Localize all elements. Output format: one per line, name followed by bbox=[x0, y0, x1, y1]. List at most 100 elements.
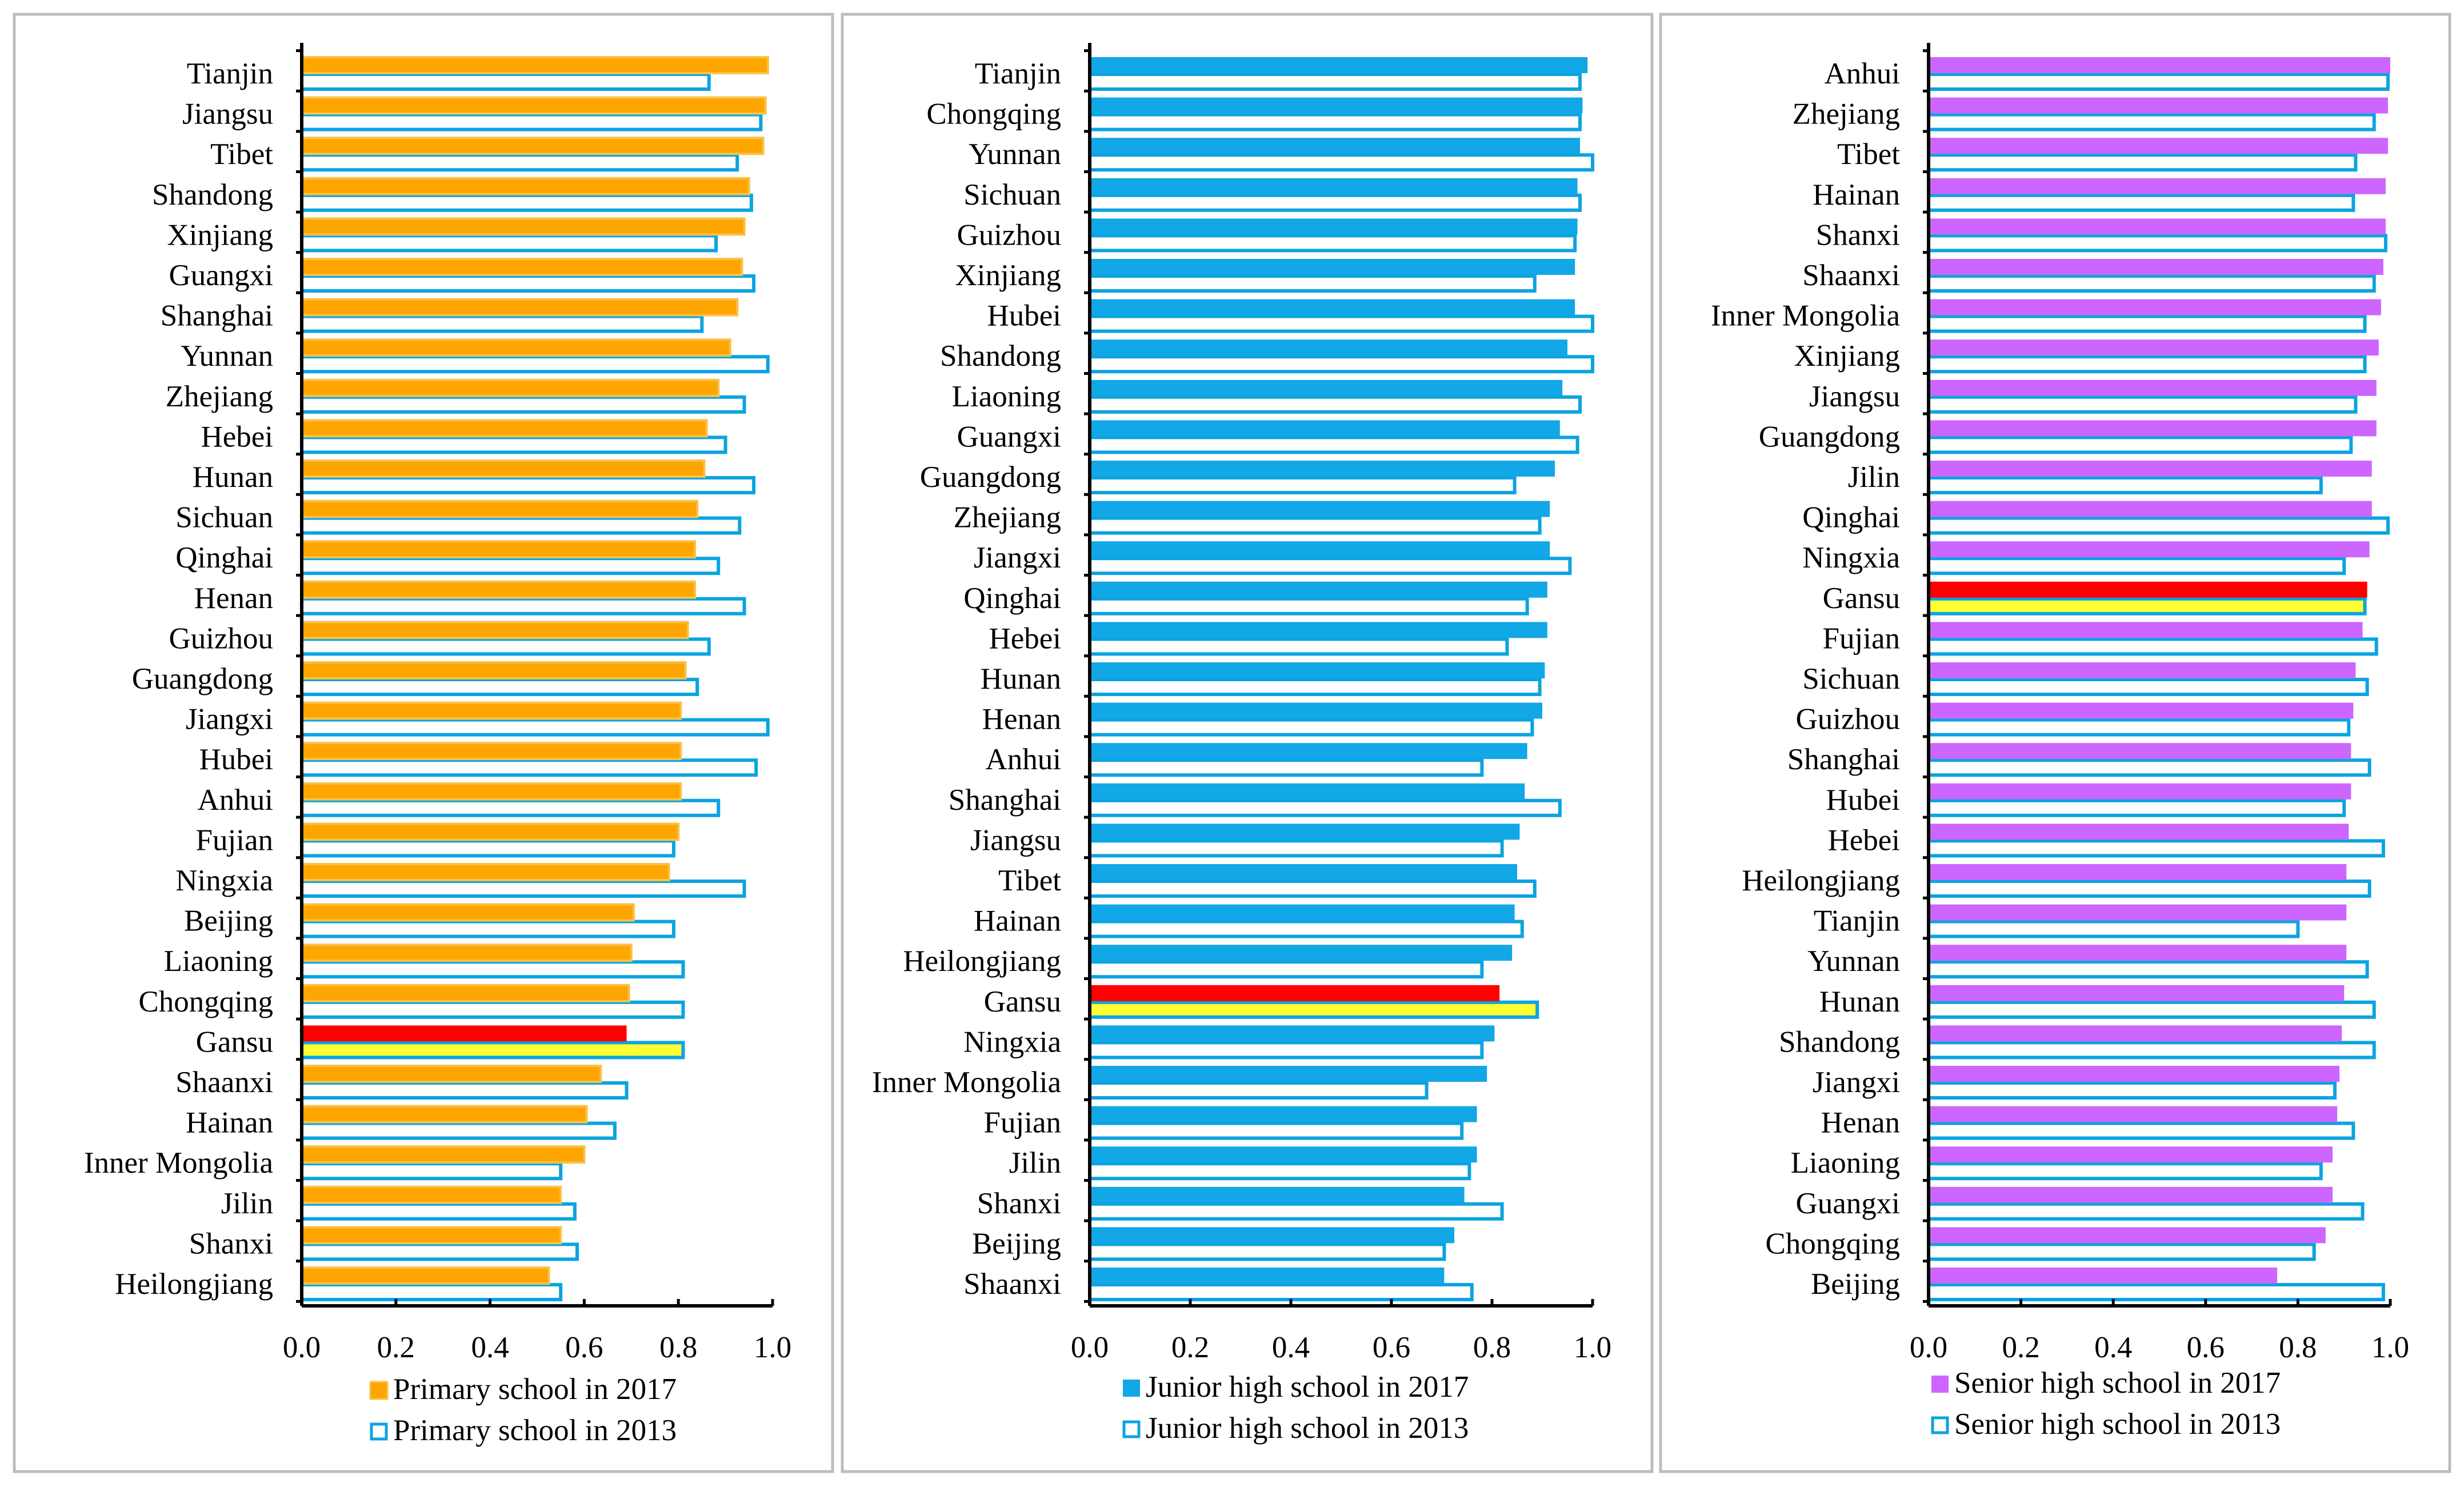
bar-2013-shanghai bbox=[1088, 798, 1562, 817]
bar-2017-jilin bbox=[1929, 461, 2372, 477]
category-label: Hebei bbox=[1827, 824, 1900, 857]
bar-2013-tibet bbox=[1088, 880, 1537, 898]
category-label: Fujian bbox=[1823, 622, 1900, 655]
bar-2017-chongqing bbox=[1090, 97, 1583, 114]
bar-2013-ningxia bbox=[1927, 557, 2346, 575]
category-label: Sichuan bbox=[963, 178, 1061, 211]
bar-2017-gansu bbox=[302, 1025, 627, 1042]
bar-2017-shanghai bbox=[301, 298, 739, 317]
category-label: Hainan bbox=[974, 905, 1061, 938]
category-label: Chongqing bbox=[138, 985, 273, 1018]
bar-2013-inner-mongolia bbox=[1927, 314, 2367, 333]
category-label: Heilongjiang bbox=[115, 1268, 273, 1301]
bar-2017-hubei bbox=[301, 742, 682, 761]
bar-2013-chongqing bbox=[300, 1000, 685, 1019]
category-label: Henan bbox=[1821, 1106, 1900, 1140]
category-label: Guangxi bbox=[957, 420, 1061, 453]
bar-2013-henan bbox=[1088, 718, 1534, 737]
bar-2013-jiangxi bbox=[1927, 1081, 2337, 1100]
bar-2017-zhejiang bbox=[1090, 501, 1550, 517]
category-label: Inner Mongolia bbox=[872, 1066, 1061, 1099]
category-label: Liaoning bbox=[1791, 1146, 1900, 1180]
bar-2013-hainan bbox=[1927, 193, 2355, 212]
x-tick-label: 0.0 bbox=[1071, 1331, 1109, 1364]
bar-2013-hebei bbox=[300, 435, 727, 454]
category-label: Liaoning bbox=[164, 945, 273, 978]
category-label: Beijing bbox=[1811, 1268, 1900, 1301]
bar-2017-heilongjiang bbox=[1090, 945, 1513, 961]
legend-label-2013: Junior high school in 2013 bbox=[1146, 1412, 1469, 1445]
category-label: Anhui bbox=[198, 784, 274, 817]
bar-2017-guangdong bbox=[1090, 461, 1555, 477]
category-label: Guangdong bbox=[132, 662, 273, 695]
category-label: Shanghai bbox=[949, 784, 1061, 817]
x-tick-label: 0.2 bbox=[2002, 1331, 2039, 1364]
x-tick-label: 0.2 bbox=[377, 1331, 415, 1364]
bar-2017-anhui bbox=[301, 782, 682, 801]
category-label: Shaanxi bbox=[1802, 259, 1900, 292]
bar-2013-fujian bbox=[300, 839, 675, 858]
category-label: Anhui bbox=[1825, 57, 1901, 90]
bar-2013-jilin bbox=[1927, 476, 2323, 494]
bar-2013-hunan bbox=[1927, 1000, 2376, 1019]
bar-2013-gansu bbox=[1088, 1000, 1539, 1019]
bar-2013-chongqing bbox=[1927, 1242, 2316, 1261]
bar-2013-qinghai bbox=[300, 557, 721, 575]
category-label: Shandong bbox=[1779, 1025, 1900, 1058]
bar-2013-qinghai bbox=[1927, 516, 2390, 535]
bar-2013-xinjiang bbox=[300, 234, 718, 253]
category-label: Gansu bbox=[1823, 582, 1900, 615]
bar-2013-sichuan bbox=[1927, 678, 2369, 696]
category-label: Shanghai bbox=[161, 299, 273, 333]
bar-2017-jiangxi bbox=[1929, 1066, 2340, 1082]
bar-2017-henan bbox=[1090, 702, 1542, 719]
bar-2017-hebei bbox=[1090, 622, 1547, 638]
category-label: Guangxi bbox=[1795, 1187, 1900, 1220]
category-label: Zhejiang bbox=[166, 380, 273, 413]
bar-2013-heilongjiang bbox=[1927, 880, 2371, 898]
x-tick-label: 0.6 bbox=[2187, 1331, 2225, 1364]
bar-2017-fujian bbox=[1090, 1106, 1477, 1122]
bar-2013-xinjiang bbox=[1088, 274, 1537, 293]
category-label: Jiangxi bbox=[1813, 1066, 1900, 1099]
category-label: Ningxia bbox=[1802, 541, 1900, 574]
bar-2013-guangdong bbox=[1927, 435, 2353, 454]
category-label: Tibet bbox=[1837, 138, 1900, 171]
bar-2017-sichuan bbox=[1090, 178, 1578, 194]
bar-2017-inner-mongolia bbox=[301, 1145, 586, 1164]
bar-2017-shaanxi bbox=[1929, 259, 2383, 275]
bar-2013-shanghai bbox=[300, 314, 704, 333]
legend-swatch-2017 bbox=[369, 1381, 389, 1400]
bar-2013-jiangsu bbox=[1927, 395, 2358, 414]
bar-2017-guangxi bbox=[1090, 420, 1560, 437]
bar-2013-sichuan bbox=[1088, 193, 1582, 212]
bar-2017-zhejiang bbox=[1929, 97, 2388, 114]
category-label: Qinghai bbox=[175, 541, 273, 574]
x-tick-label: 1.0 bbox=[1574, 1331, 1611, 1364]
bar-2013-tianjin bbox=[1927, 920, 2300, 938]
bar-2017-sichuan bbox=[1929, 662, 2356, 678]
bar-2013-guizhou bbox=[1927, 718, 2351, 737]
bar-2017-liaoning bbox=[1090, 379, 1563, 396]
bar-2013-gansu bbox=[1927, 597, 2367, 615]
bar-2017-tibet bbox=[301, 137, 765, 155]
bar-2017-tianjin bbox=[1090, 57, 1588, 73]
bar-2017-yunnan bbox=[301, 338, 731, 357]
category-label: Shanxi bbox=[189, 1227, 273, 1260]
x-tick-label: 1.0 bbox=[2371, 1331, 2409, 1364]
bar-2013-yunnan bbox=[1088, 153, 1594, 172]
category-label: Qinghai bbox=[1802, 501, 1900, 534]
category-label: Tianjin bbox=[187, 57, 273, 90]
category-label: Jiangxi bbox=[186, 703, 273, 736]
bar-2013-jilin bbox=[1088, 1162, 1471, 1181]
bar-2017-henan bbox=[1929, 1106, 2338, 1122]
category-label: Hubei bbox=[1826, 784, 1900, 817]
category-label: Guangdong bbox=[920, 461, 1061, 494]
category-label: Xinjiang bbox=[1794, 339, 1900, 373]
category-label: Guizhou bbox=[957, 218, 1061, 251]
category-label: Shaanxi bbox=[175, 1066, 273, 1099]
bar-2013-hebei bbox=[1088, 637, 1509, 656]
bar-2017-qinghai bbox=[1929, 501, 2372, 517]
bar-2013-shanxi bbox=[1088, 1202, 1504, 1221]
category-label: Chongqing bbox=[1765, 1227, 1900, 1260]
